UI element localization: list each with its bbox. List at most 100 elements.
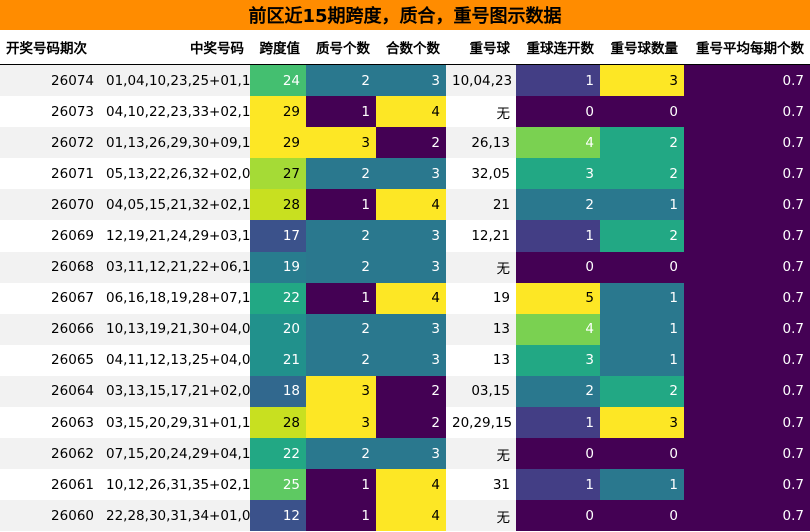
cell-repeat: 21 [446, 189, 516, 221]
cell-numbers: 10,13,19,21,30+04,05 [100, 313, 250, 345]
col-header-average: 重号平均每期个数 [684, 30, 810, 65]
cell-streak: 1 [516, 407, 600, 439]
cell-period: 26062 [0, 438, 100, 470]
cell-repeat-count: 1 [600, 189, 684, 221]
cell-streak: 1 [516, 469, 600, 501]
cell-streak: 0 [516, 438, 600, 470]
cell-average: 0.7 [684, 438, 810, 470]
cell-numbers: 03,15,20,29,31+01,12 [100, 407, 250, 439]
cell-repeat-count: 2 [600, 158, 684, 190]
cell-span: 21 [250, 344, 306, 376]
table-row: 26074 01,04,10,23,25+01,12 24 2 3 10,04,23 1 3 0… [0, 64, 810, 97]
cell-repeat-count: 1 [600, 344, 684, 376]
cell-period: 26066 [0, 313, 100, 345]
cell-span: 17 [250, 220, 306, 252]
cell-repeat: 无 [446, 96, 516, 128]
cell-streak: 2 [516, 189, 600, 221]
cell-period: 26073 [0, 96, 100, 128]
cell-prime: 1 [306, 282, 376, 314]
cell-repeat: 12,21 [446, 220, 516, 252]
cell-streak: 0 [516, 500, 600, 532]
cell-numbers: 04,05,15,21,32+02,11 [100, 189, 250, 221]
cell-period: 26071 [0, 158, 100, 190]
table-title: 前区近15期跨度，质合，重号图示数据 [0, 0, 810, 30]
cell-period: 26060 [0, 500, 100, 532]
cell-prime: 2 [306, 251, 376, 283]
cell-period: 26072 [0, 127, 100, 159]
cell-span: 18 [250, 375, 306, 408]
cell-repeat: 31 [446, 469, 516, 501]
cell-composite: 4 [376, 500, 446, 532]
cell-prime: 1 [306, 96, 376, 128]
cell-period: 26068 [0, 251, 100, 283]
cell-streak: 5 [516, 282, 600, 314]
cell-repeat-count: 1 [600, 313, 684, 345]
cell-prime: 2 [306, 313, 376, 345]
table-row: 26063 03,15,20,29,31+01,12 28 3 2 20,29,15 1 3 0… [0, 407, 810, 439]
cell-span: 28 [250, 189, 306, 221]
cell-repeat: 26,13 [446, 127, 516, 159]
cell-repeat: 无 [446, 500, 516, 532]
table-row: 26062 07,15,20,24,29+04,10 22 2 3 无 0 0 0.7 [0, 438, 810, 470]
cell-repeat-count: 2 [600, 220, 684, 252]
cell-period: 26063 [0, 407, 100, 439]
cell-repeat: 32,05 [446, 158, 516, 190]
cell-repeat: 13 [446, 344, 516, 376]
col-header-composite: 合数个数 [376, 30, 446, 65]
cell-period: 26070 [0, 189, 100, 221]
cell-numbers: 01,13,26,29,30+09,11 [100, 127, 250, 159]
cell-streak: 1 [516, 64, 600, 97]
cell-span: 28 [250, 407, 306, 439]
cell-prime: 1 [306, 189, 376, 221]
cell-composite: 2 [376, 407, 446, 439]
cell-period: 26065 [0, 344, 100, 376]
cell-composite: 4 [376, 96, 446, 128]
data-table: 开奖号码期次 中奖号码 跨度值 质号个数 合数个数 重号球 重球连开数 重号球数… [0, 30, 810, 532]
cell-composite: 3 [376, 251, 446, 283]
cell-composite: 4 [376, 469, 446, 501]
cell-period: 26074 [0, 64, 100, 97]
cell-numbers: 03,11,12,21,22+06,10 [100, 251, 250, 283]
table-row: 26060 22,28,30,31,34+01,05 12 1 4 无 0 0 0.7 [0, 500, 810, 532]
cell-repeat-count: 0 [600, 96, 684, 128]
cell-prime: 1 [306, 500, 376, 532]
col-header-streak: 重球连开数 [516, 30, 600, 65]
cell-average: 0.7 [684, 158, 810, 190]
cell-period: 26061 [0, 469, 100, 501]
cell-average: 0.7 [684, 220, 810, 252]
col-header-period: 开奖号码期次 [0, 30, 100, 65]
cell-numbers: 12,19,21,24,29+03,10 [100, 220, 250, 252]
table-row: 26065 04,11,12,13,25+04,08 21 2 3 13 3 1 0.7 [0, 344, 810, 376]
cell-average: 0.7 [684, 407, 810, 439]
cell-prime: 3 [306, 407, 376, 439]
cell-repeat-count: 0 [600, 251, 684, 283]
cell-repeat: 10,04,23 [446, 64, 516, 97]
cell-composite: 4 [376, 189, 446, 221]
cell-streak: 4 [516, 313, 600, 345]
cell-span: 19 [250, 251, 306, 283]
cell-composite: 4 [376, 282, 446, 314]
cell-span: 29 [250, 127, 306, 159]
table-row: 26068 03,11,12,21,22+06,10 19 2 3 无 0 0 0.7 [0, 251, 810, 283]
cell-numbers: 07,15,20,24,29+04,10 [100, 438, 250, 470]
cell-composite: 3 [376, 344, 446, 376]
cell-span: 27 [250, 158, 306, 190]
cell-period: 26064 [0, 375, 100, 408]
cell-average: 0.7 [684, 500, 810, 532]
cell-span: 12 [250, 500, 306, 532]
table-row: 26064 03,13,15,17,21+02,07 18 3 2 03,15 2 2 0.7 [0, 375, 810, 408]
table-row: 26066 10,13,19,21,30+04,05 20 2 3 13 4 1 0.7 [0, 313, 810, 345]
cell-streak: 3 [516, 344, 600, 376]
cell-average: 0.7 [684, 251, 810, 283]
cell-streak: 3 [516, 158, 600, 190]
cell-streak: 0 [516, 251, 600, 283]
cell-repeat-count: 3 [600, 407, 684, 439]
cell-average: 0.7 [684, 282, 810, 314]
cell-repeat: 无 [446, 438, 516, 470]
cell-composite: 3 [376, 220, 446, 252]
cell-average: 0.7 [684, 344, 810, 376]
cell-average: 0.7 [684, 189, 810, 221]
cell-prime: 2 [306, 344, 376, 376]
cell-span: 20 [250, 313, 306, 345]
cell-period: 26069 [0, 220, 100, 252]
